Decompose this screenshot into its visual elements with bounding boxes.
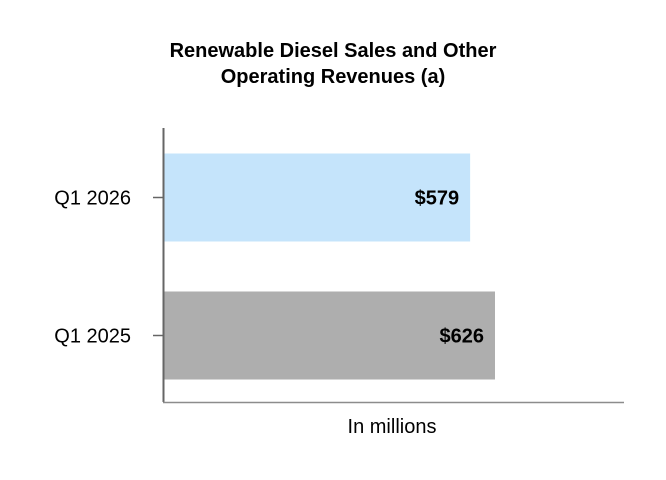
data-label: $579 xyxy=(415,188,460,210)
bar-q1-2026 xyxy=(164,153,471,242)
bar-q1-2025 xyxy=(164,291,495,380)
chart-title-line-2: Operating Revenues (a) xyxy=(220,66,446,88)
chart-title: Renewable Diesel Sales and Other Operati… xyxy=(0,38,666,90)
chart-title-line-1: Renewable Diesel Sales and Other xyxy=(169,40,497,62)
bars-layer: $579 $626 xyxy=(164,153,495,380)
y-tick-label: Q1 2026 xyxy=(54,188,131,210)
y-tick-label: Q1 2025 xyxy=(54,326,131,348)
ticks-layer: Q1 2026 Q1 2025 xyxy=(54,188,164,348)
data-label: $626 xyxy=(439,326,484,348)
x-axis-title: In millions xyxy=(348,416,437,438)
